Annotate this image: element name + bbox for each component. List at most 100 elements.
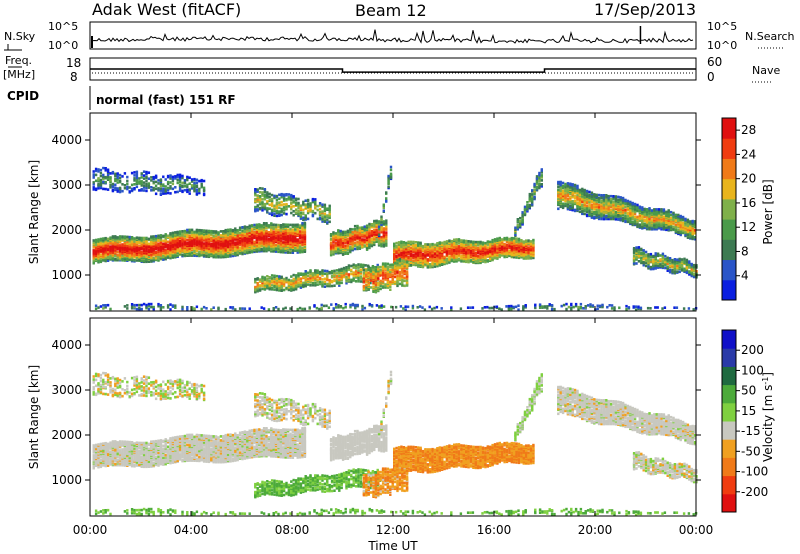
power-cell: [337, 229, 340, 232]
power-cell: [123, 186, 127, 190]
power-cell: [521, 211, 524, 214]
power-cell: [274, 228, 278, 232]
power-cell: [198, 179, 201, 183]
power-cell: [316, 217, 319, 221]
power-cell: [268, 276, 271, 279]
power-cell: [282, 212, 286, 215]
power-cell: [486, 259, 489, 262]
power-cell: [142, 255, 146, 259]
power-cell: [234, 230, 237, 233]
power-cell: [273, 194, 276, 198]
power-cell: [503, 255, 506, 259]
power-cell: [357, 269, 360, 272]
power-cell: [253, 223, 256, 227]
power-cell: [181, 253, 184, 257]
power-cell: [329, 249, 333, 253]
power-cell: [412, 240, 415, 244]
power-cell: [138, 177, 141, 180]
power-cell: [377, 281, 380, 285]
power-cell: [407, 240, 410, 244]
power-cell: [116, 258, 119, 262]
power-cell: [270, 274, 274, 277]
power-cell: [501, 246, 504, 249]
power-cell: [450, 244, 453, 248]
power-cell: [303, 233, 307, 237]
power-cell: [333, 271, 336, 275]
power-cell: [457, 245, 461, 248]
power-cell: [367, 287, 370, 290]
power-cell: [114, 186, 117, 190]
power-cell: [358, 240, 362, 243]
power-cell: [532, 248, 535, 252]
power-cell: [133, 259, 136, 262]
power-cell: [362, 280, 366, 284]
power-cell: [527, 246, 530, 249]
power-cell: [171, 179, 175, 183]
power-cell: [311, 272, 315, 275]
power-cell: [501, 241, 504, 244]
power-cell: [517, 256, 521, 260]
power-cell: [304, 214, 307, 217]
power-cell: [330, 284, 334, 288]
power-cell: [359, 280, 363, 283]
power-cell: [403, 276, 406, 280]
power-cell: [152, 237, 155, 240]
power-cell: [346, 243, 350, 247]
power-cell: [381, 277, 385, 280]
power-cell: [358, 228, 362, 232]
power-cell: [268, 192, 271, 196]
power-cell: [321, 215, 324, 218]
power-cell: [291, 242, 295, 246]
power-cell: [164, 190, 167, 193]
power-heatmap: [92, 165, 698, 311]
power-cell: [104, 169, 107, 172]
power-cell: [342, 271, 346, 275]
power-cell: [316, 273, 319, 276]
power-cell: [207, 250, 211, 254]
power-cell: [340, 267, 343, 271]
power-cell: [138, 240, 141, 244]
power-cell: [166, 180, 170, 184]
power-cell: [318, 270, 322, 274]
power-cell: [323, 215, 327, 219]
power-cell: [557, 193, 560, 197]
power-cell: [299, 277, 303, 280]
power-cell: [294, 276, 298, 279]
power-cell: [195, 233, 199, 237]
power-cell: [339, 235, 342, 239]
power-cell: [114, 177, 117, 181]
power-cell: [514, 228, 517, 232]
power-cell: [403, 260, 406, 264]
power-cell: [323, 280, 327, 284]
power-cell: [523, 207, 527, 211]
power-cell: [142, 244, 146, 248]
power-cell: [296, 246, 299, 249]
power-cell: [104, 236, 107, 240]
power-cell: [135, 176, 139, 180]
power-cell: [424, 259, 427, 262]
power-cell: [145, 170, 148, 174]
power-cell: [147, 249, 151, 253]
power-cell: [193, 242, 196, 246]
power-cell: [316, 271, 319, 274]
power-cell: [99, 178, 103, 182]
power-cell: [528, 205, 531, 209]
power-cell: [140, 246, 143, 250]
power-cell: [292, 195, 295, 198]
power-cell: [147, 252, 151, 255]
power-cell: [99, 253, 103, 257]
power-cell: [140, 250, 143, 254]
power-cell: [169, 238, 172, 241]
power-cell: [450, 242, 453, 246]
power-cell: [287, 205, 291, 208]
power-cell: [368, 229, 371, 233]
power-cell: [379, 268, 382, 272]
power-cell: [164, 257, 167, 261]
power-cell: [321, 269, 324, 272]
power-cell: [224, 233, 227, 237]
power-cell: [389, 274, 392, 278]
power-cell: [217, 246, 220, 249]
power-cell: [424, 249, 427, 252]
power-cell: [398, 263, 402, 267]
power-cell: [267, 241, 271, 245]
